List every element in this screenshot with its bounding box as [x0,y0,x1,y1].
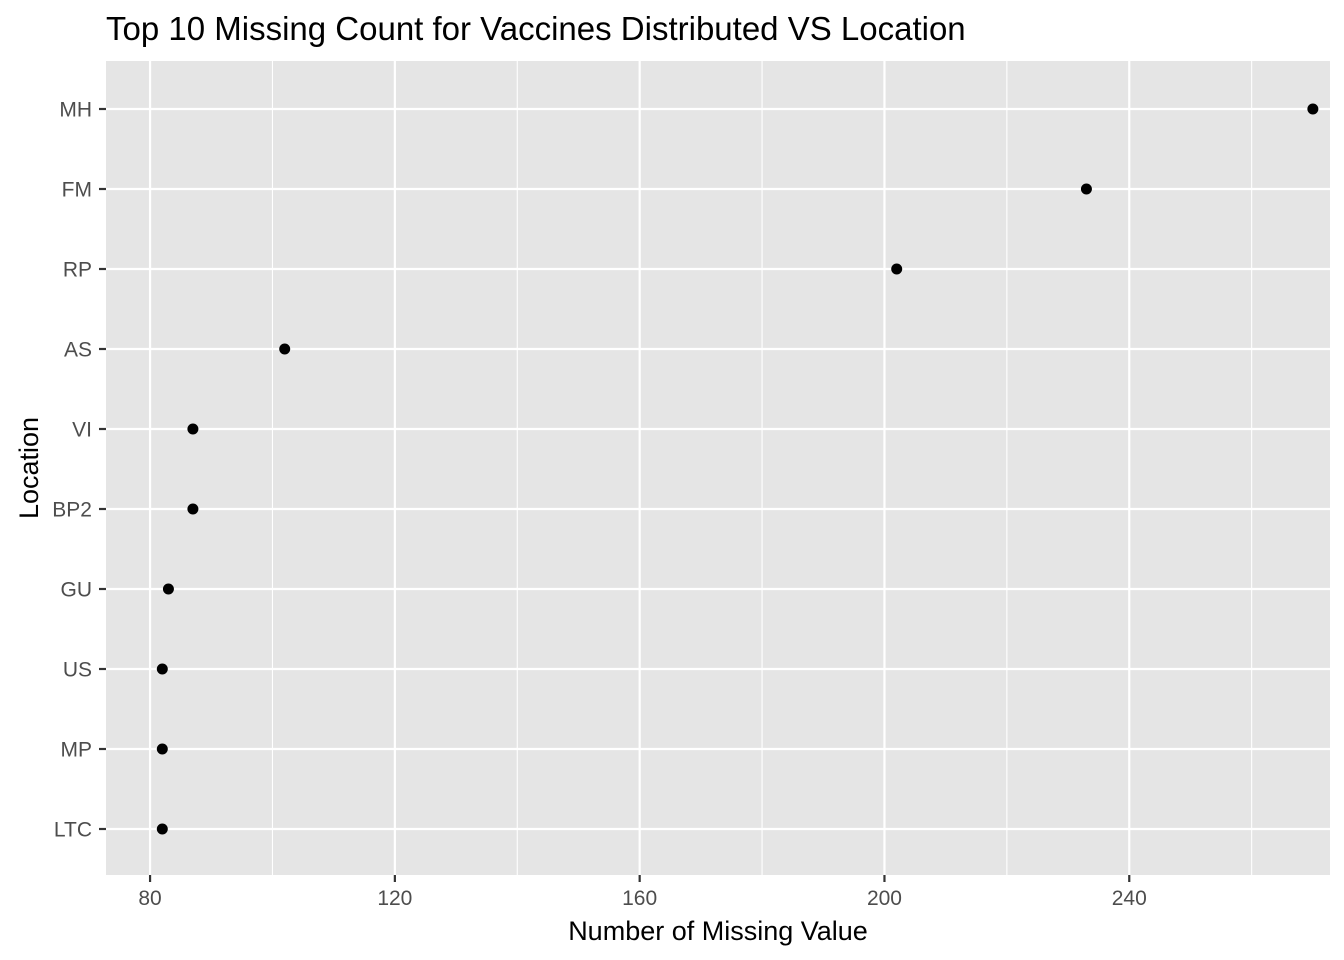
data-point-vi [187,423,199,435]
x-tick-label: 240 [1112,887,1147,910]
x-tick-label: 80 [138,887,161,910]
y-tick-label: VI [72,419,92,442]
y-axis: MH FM RP AS VI BP2 GU US MP LTC [52,99,106,842]
x-tick-label: 200 [867,887,902,910]
y-tick-label: LTC [54,819,92,842]
data-point-bp2 [187,503,199,515]
x-axis: 80 120 160 200 240 [138,875,1147,910]
data-point-gu [162,583,174,595]
x-axis-title: Number of Missing Value [568,916,868,946]
plot-panel [106,61,1330,875]
data-point-mh [1307,103,1319,115]
data-point-us [156,663,168,675]
y-tick-label: MP [61,739,93,762]
data-points [156,103,1319,835]
y-tick-label: AS [64,339,92,362]
y-tick-label: MH [59,99,92,122]
y-axis-title: Location [14,417,44,519]
minor-grid [271,61,1253,875]
data-point-fm [1080,183,1092,195]
data-point-as [279,343,291,355]
y-tick-label: FM [62,179,92,202]
y-tick-label: RP [63,259,92,282]
data-point-rp [891,263,903,275]
chart-title: Top 10 Missing Count for Vaccines Distri… [106,10,966,47]
major-grid [106,61,1330,875]
x-tick-label: 120 [377,887,412,910]
y-tick-label: BP2 [52,499,92,522]
y-tick-label: GU [61,579,93,602]
data-point-mp [156,743,168,755]
x-tick-label: 160 [622,887,657,910]
y-tick-label: US [63,659,92,682]
data-point-ltc [156,823,168,835]
